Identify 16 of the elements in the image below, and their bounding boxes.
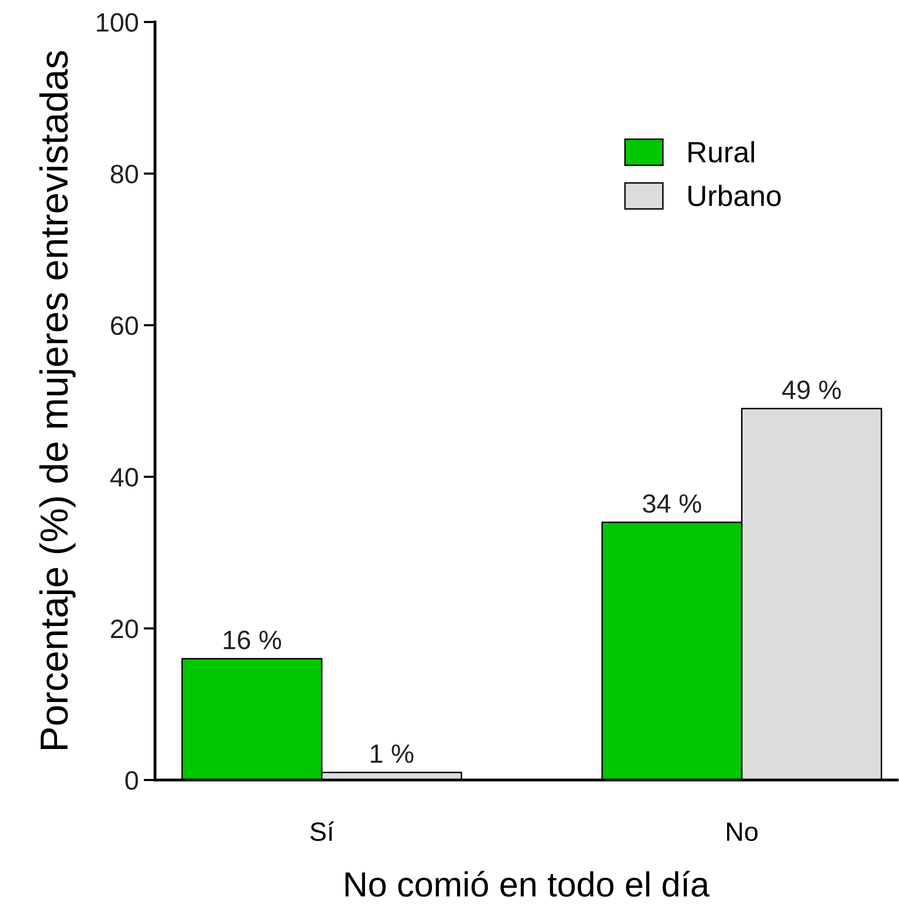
legend-label: Urbano	[688, 184, 781, 206]
y-tick-label: 80	[110, 164, 138, 184]
data-label: 16 %	[224, 630, 282, 650]
x-tick-label: No	[727, 822, 758, 842]
data-label: 34 %	[642, 494, 702, 513]
data-label: 1 %	[370, 744, 414, 763]
data-label: 49 %	[782, 380, 841, 400]
y-tick-label: 0	[125, 771, 138, 790]
y-tick-label: 100	[97, 13, 138, 32]
x-tick-label: Sí	[310, 821, 334, 842]
y-tick-label: 60	[111, 316, 138, 336]
legend-label: Rural	[688, 141, 754, 163]
y-axis-title: Porcentaje (%) de mujeres entrevistadas	[39, 51, 76, 750]
x-axis-title: No comió en todo el día	[346, 870, 710, 897]
y-tick-label: 20	[111, 620, 138, 638]
y-tick-label: 40	[110, 468, 138, 487]
